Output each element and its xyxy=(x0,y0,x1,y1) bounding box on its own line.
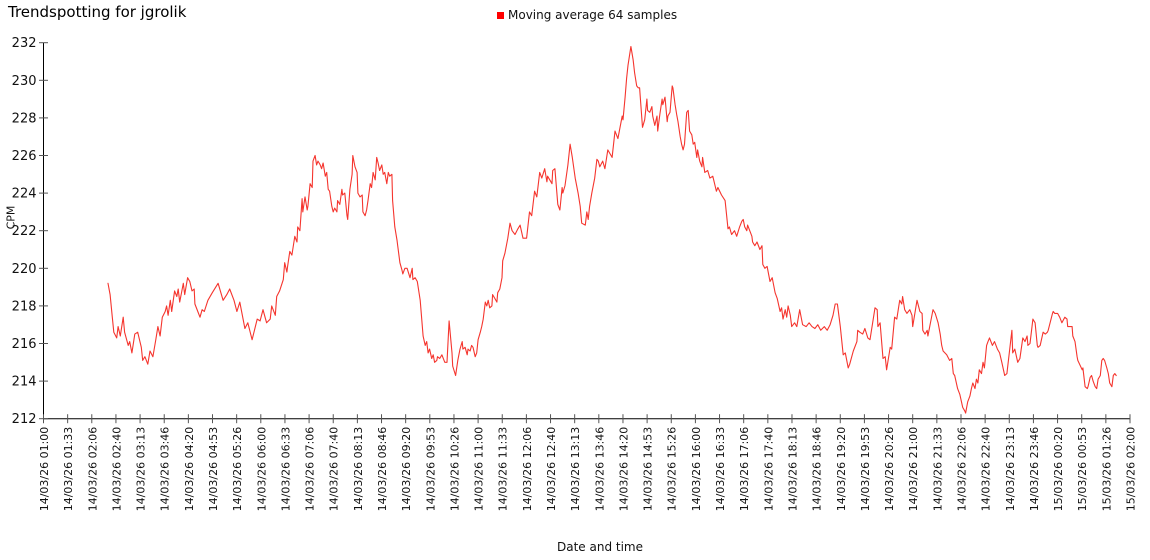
x-tick-label: 14/03/26 04:53 xyxy=(207,427,220,512)
y-tick-label: 226 xyxy=(12,149,37,164)
x-tick-label: 14/03/26 11:00 xyxy=(473,427,486,512)
x-tick-label: 14/03/26 01:33 xyxy=(62,427,75,512)
x-tick-label: 14/03/26 05:26 xyxy=(231,427,244,512)
x-tick-label: 14/03/26 02:06 xyxy=(86,427,99,512)
x-tick-label: 14/03/26 12:40 xyxy=(545,427,558,512)
y-tick-label: 230 xyxy=(12,74,37,89)
x-tick-label: 14/03/26 06:33 xyxy=(279,427,292,512)
x-tick-label: 14/03/26 17:40 xyxy=(762,427,775,512)
y-axis-title: CPM xyxy=(4,205,18,230)
y-tick-label: 218 xyxy=(12,299,37,314)
x-tick-label: 14/03/26 21:00 xyxy=(907,427,920,512)
y-tick-label: 232 xyxy=(12,36,37,51)
x-tick-label: 15/03/26 02:00 xyxy=(1125,427,1138,512)
y-tick-label: 214 xyxy=(12,375,37,390)
x-tick-label: 14/03/26 19:53 xyxy=(859,427,872,512)
x-tick-label: 14/03/26 13:13 xyxy=(569,427,582,512)
x-tick-label: 14/03/26 10:26 xyxy=(448,427,461,512)
x-tick-label: 14/03/26 07:06 xyxy=(304,427,317,512)
x-tick-label: 14/03/26 20:26 xyxy=(883,427,896,512)
x-tick-label: 14/03/26 04:20 xyxy=(183,427,196,512)
x-tick-label: 14/03/26 18:46 xyxy=(811,427,824,512)
page-title: Trendspotting for jgrolik xyxy=(8,3,187,21)
x-tick-label: 14/03/26 17:06 xyxy=(738,427,751,512)
x-tick-label: 14/03/26 23:46 xyxy=(1028,427,1041,512)
x-tick-label: 14/03/26 23:13 xyxy=(1004,427,1017,512)
x-axis-title: Date and time xyxy=(557,540,643,554)
legend-marker-icon xyxy=(497,11,504,19)
x-tick-label: 14/03/26 07:40 xyxy=(328,427,341,512)
x-tick-label: 14/03/26 16:33 xyxy=(714,427,727,512)
x-tick-label: 14/03/26 14:53 xyxy=(642,427,655,512)
x-tick-label: 14/03/26 11:33 xyxy=(497,427,510,512)
x-tick-label: 14/03/26 03:13 xyxy=(135,427,148,512)
y-tick-label: 216 xyxy=(12,337,37,352)
x-tick-label: 14/03/26 13:46 xyxy=(593,427,606,512)
x-tick-label: 14/03/26 19:20 xyxy=(835,427,848,512)
x-tick-label: 14/03/26 06:00 xyxy=(255,427,268,512)
x-tick-label: 14/03/26 12:06 xyxy=(521,427,534,512)
x-tick-label: 14/03/26 09:53 xyxy=(424,427,437,512)
x-tick-label: 15/03/26 01:26 xyxy=(1100,427,1113,512)
legend: Moving average 64 samples xyxy=(497,8,677,22)
x-tick-label: 15/03/26 00:53 xyxy=(1076,427,1089,512)
y-tick-label: 222 xyxy=(12,224,37,239)
y-tick-label: 212 xyxy=(12,412,37,427)
x-tick-label: 15/03/26 00:20 xyxy=(1052,427,1065,512)
x-tick-label: 14/03/26 16:00 xyxy=(690,427,703,512)
x-tick-label: 14/03/26 15:26 xyxy=(666,427,679,512)
x-tick-label: 14/03/26 08:13 xyxy=(352,427,365,512)
x-tick-label: 14/03/26 03:46 xyxy=(159,427,172,512)
x-tick-label: 14/03/26 21:33 xyxy=(931,427,944,512)
x-tick-label: 14/03/26 02:40 xyxy=(110,427,123,512)
x-tick-label: 14/03/26 22:06 xyxy=(955,427,968,512)
x-tick-label: 14/03/26 18:13 xyxy=(786,427,799,512)
x-tick-label: 14/03/26 09:20 xyxy=(400,427,413,512)
x-tick-label: 14/03/26 14:20 xyxy=(617,427,630,512)
x-tick-label: 14/03/26 08:46 xyxy=(376,427,389,512)
y-tick-label: 224 xyxy=(12,187,37,202)
y-tick-label: 228 xyxy=(12,111,37,126)
legend-label: Moving average 64 samples xyxy=(508,8,678,22)
x-tick-label: 14/03/26 01:00 xyxy=(38,427,51,512)
x-tick-label: 14/03/26 22:40 xyxy=(980,427,993,512)
series-line-moving-average xyxy=(107,45,1117,414)
y-tick-label: 220 xyxy=(12,262,37,277)
